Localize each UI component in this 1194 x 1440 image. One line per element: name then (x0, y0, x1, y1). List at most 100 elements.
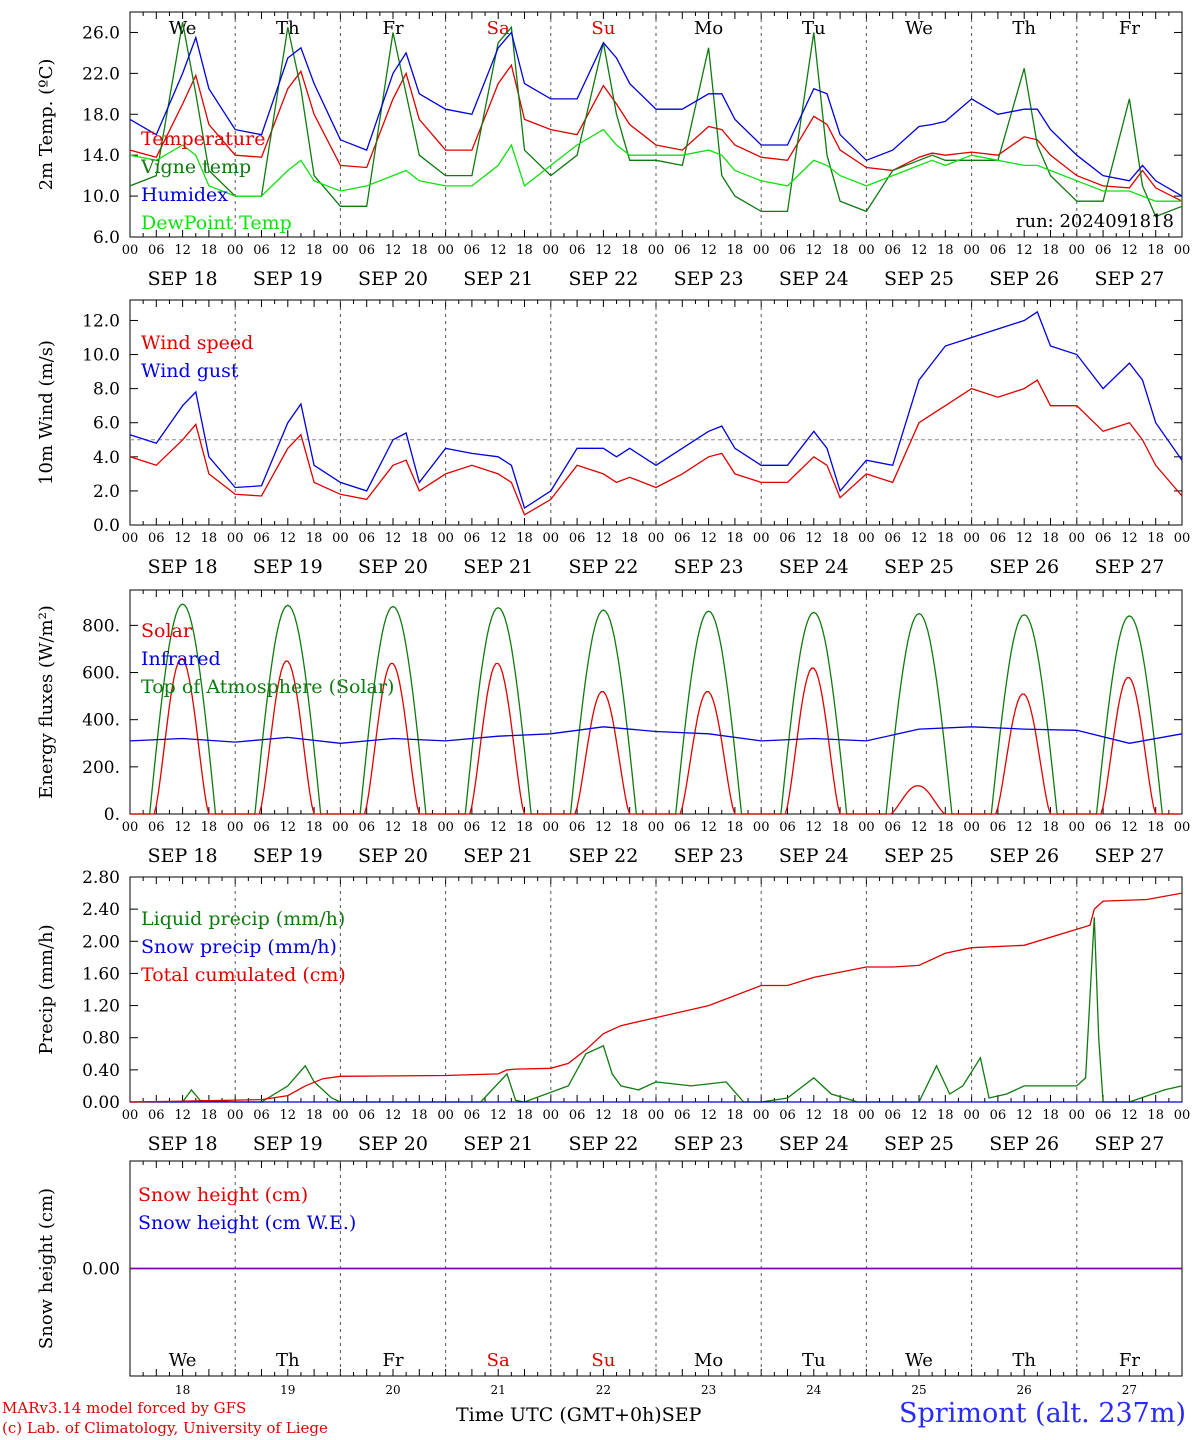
x-hour-label: 06 (674, 243, 691, 258)
y-tick-label: 6.0 (93, 228, 120, 248)
series-line-3 (129, 128, 1182, 202)
x-date-label: SEP 18 (148, 1133, 218, 1155)
x-date-label: SEP 21 (463, 556, 533, 578)
x-date-label: SEP 24 (779, 1133, 849, 1155)
x-hour-label: 00 (122, 243, 139, 258)
legend-entry: Liquid precip (mm/h) (141, 908, 345, 930)
day-name-label: Tu (802, 1350, 826, 1371)
x-hour-label: 06 (1095, 1108, 1112, 1123)
x-hour-label: 18 (201, 531, 218, 546)
day-name-label: Fr (1119, 1350, 1140, 1371)
legend-entry: Total cumulated (cm) (141, 964, 346, 986)
day-name-label: Th (276, 1350, 300, 1371)
x-hour-label: 12 (1121, 1108, 1138, 1123)
y-tick-label: 600. (82, 664, 120, 684)
x-hour-label: 00 (1174, 531, 1191, 546)
y-tick-label: 10.0 (82, 187, 120, 207)
x-hour-label: 18 (832, 531, 849, 546)
x-hour-label: 18 (621, 243, 638, 258)
x-hour-label: 06 (148, 531, 165, 546)
x-hour-label: 12 (174, 531, 191, 546)
x-hour-label: 18 (1147, 1108, 1164, 1123)
x-hour-label: 06 (1095, 531, 1112, 546)
month-label: SEP (661, 1404, 702, 1426)
x-date-label: SEP 18 (148, 845, 218, 867)
x-date-label: SEP 26 (989, 268, 1059, 290)
date-number-label: 26 (1017, 1383, 1032, 1397)
x-hour-label: 00 (437, 820, 454, 835)
x-hour-label: 06 (464, 531, 481, 546)
x-hour-label: 18 (727, 243, 744, 258)
y-tick-label: 8.0 (93, 380, 120, 400)
x-hour-label: 12 (174, 243, 191, 258)
x-date-label: SEP 26 (989, 1133, 1059, 1155)
x-hour-label: 00 (332, 1108, 349, 1123)
x-hour-label: 18 (1147, 531, 1164, 546)
x-hour-label: 18 (832, 1108, 849, 1123)
x-hour-label: 00 (1069, 243, 1086, 258)
x-hour-label: 00 (858, 531, 875, 546)
x-hour-label: 00 (963, 243, 980, 258)
x-hour-label: 00 (437, 531, 454, 546)
x-hour-label: 00 (1174, 243, 1191, 258)
x-hour-label: 12 (280, 531, 297, 546)
y-tick-label: 2.0 (93, 482, 120, 502)
x-hour-label: 00 (648, 820, 665, 835)
x-hour-label: 06 (358, 820, 375, 835)
x-date-label: SEP 25 (884, 1133, 954, 1155)
x-hour-label: 00 (122, 820, 139, 835)
x-date-label: SEP 20 (358, 268, 428, 290)
x-hour-label: 18 (937, 1108, 954, 1123)
x-hour-label: 12 (490, 820, 507, 835)
y-axis-label: 2m Temp. (ºC) (36, 59, 57, 191)
x-hour-label: 12 (385, 243, 402, 258)
x-hour-label: 12 (700, 243, 717, 258)
x-hour-label: 00 (1069, 531, 1086, 546)
x-hour-label: 12 (1121, 820, 1138, 835)
y-tick-label: 2.00 (82, 932, 120, 952)
y-tick-label: 1.60 (82, 964, 120, 984)
x-hour-label: 00 (332, 820, 349, 835)
x-hour-label: 12 (595, 1108, 612, 1123)
x-hour-label: 18 (306, 820, 323, 835)
x-hour-label: 06 (990, 820, 1007, 835)
meteogram-chart: 6.0 10.0 14.0 18.0 22.0 26.0 2m Temp. (ºC) 00 06… (36, 11, 1191, 1397)
x-hour-label: 06 (253, 820, 270, 835)
x-hour-label: 00 (648, 1108, 665, 1123)
x-hour-label: 18 (411, 820, 428, 835)
day-name-label: Fr (382, 18, 403, 39)
x-date-label: SEP 22 (568, 845, 638, 867)
x-hour-label: 00 (227, 820, 244, 835)
day-name-label: We (905, 18, 933, 39)
x-hour-label: 18 (516, 1108, 533, 1123)
date-number-label: 27 (1122, 1383, 1137, 1397)
legend-entry: Wind gust (141, 360, 239, 382)
x-hour-label: 00 (227, 1108, 244, 1123)
x-hour-label: 00 (648, 243, 665, 258)
y-tick-label: 2.80 (82, 868, 120, 888)
x-hour-label: 12 (595, 531, 612, 546)
x-hour-label: 06 (990, 243, 1007, 258)
day-name-label: Fr (382, 1350, 403, 1371)
x-hour-label: 00 (543, 1108, 560, 1123)
legend-entry: Solar (141, 620, 193, 642)
x-hour-label: 06 (779, 1108, 796, 1123)
x-date-label: SEP 18 (148, 268, 218, 290)
x-hour-label: 06 (674, 820, 691, 835)
y-tick-label: 14.0 (82, 146, 120, 166)
x-hour-label: 12 (1016, 1108, 1033, 1123)
x-hour-label: 06 (884, 820, 901, 835)
y-tick-label: 0. (104, 805, 120, 825)
x-hour-label: 18 (516, 243, 533, 258)
x-hour-label: 06 (569, 820, 586, 835)
x-hour-label: 12 (280, 1108, 297, 1123)
x-hour-label: 12 (700, 1108, 717, 1123)
y-tick-label: 6.0 (93, 414, 120, 434)
x-hour-label: 18 (306, 1108, 323, 1123)
x-hour-label: 18 (727, 820, 744, 835)
x-hour-label: 00 (332, 531, 349, 546)
x-hour-label: 12 (385, 1108, 402, 1123)
day-name-label: Su (591, 18, 615, 39)
x-hour-label: 00 (122, 1108, 139, 1123)
x-date-label: SEP 25 (884, 845, 954, 867)
